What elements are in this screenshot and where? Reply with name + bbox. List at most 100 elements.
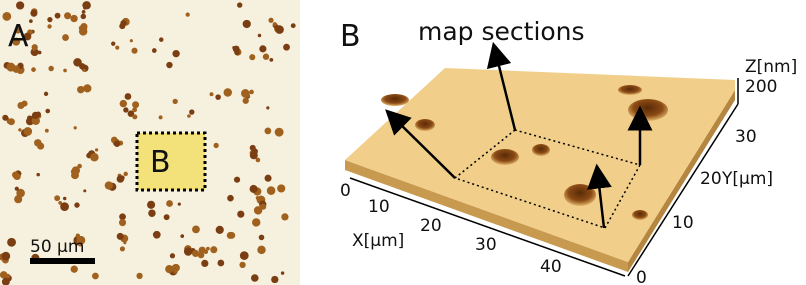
particle bbox=[45, 109, 50, 114]
particle bbox=[273, 22, 277, 26]
particle bbox=[117, 233, 124, 240]
particle bbox=[184, 247, 193, 256]
particle bbox=[83, 84, 91, 92]
particle bbox=[240, 251, 249, 260]
particle bbox=[256, 196, 260, 200]
particle bbox=[210, 92, 214, 96]
scale-bar-label: 50 µm bbox=[30, 237, 84, 257]
particle bbox=[213, 143, 218, 148]
particle bbox=[201, 260, 208, 267]
x-tick-label: 30 bbox=[475, 235, 497, 255]
particle bbox=[180, 234, 184, 238]
particle bbox=[249, 90, 254, 95]
figure: B A 50 µm B map sections 0 10 20 30 40 X… bbox=[0, 0, 806, 285]
particle bbox=[264, 127, 271, 134]
annotation: map sections bbox=[418, 17, 585, 46]
particle bbox=[172, 50, 179, 57]
particle bbox=[74, 202, 79, 207]
particle bbox=[187, 114, 191, 118]
particle bbox=[259, 235, 265, 241]
particle bbox=[44, 92, 48, 96]
particle bbox=[81, 14, 87, 20]
particle bbox=[63, 69, 67, 73]
particle bbox=[74, 126, 77, 129]
particle bbox=[277, 184, 285, 192]
particle bbox=[131, 48, 137, 54]
particle bbox=[166, 62, 172, 68]
particle bbox=[14, 173, 21, 180]
particle bbox=[73, 58, 82, 67]
particle bbox=[268, 18, 273, 23]
particle bbox=[259, 45, 266, 52]
particle bbox=[267, 186, 276, 195]
particle bbox=[281, 271, 284, 274]
particle bbox=[29, 19, 33, 23]
particle bbox=[192, 250, 199, 257]
particle bbox=[170, 253, 175, 258]
particle bbox=[8, 118, 15, 125]
particle bbox=[132, 101, 139, 108]
particle bbox=[16, 1, 24, 9]
particle bbox=[45, 129, 49, 133]
panel-label: B bbox=[340, 19, 361, 54]
particle bbox=[271, 276, 278, 283]
particle bbox=[31, 67, 36, 72]
particle bbox=[152, 48, 157, 53]
particle bbox=[283, 44, 290, 51]
particle bbox=[159, 115, 163, 119]
particle bbox=[148, 209, 156, 217]
particle bbox=[260, 204, 266, 210]
particle bbox=[71, 266, 78, 273]
particle bbox=[80, 25, 87, 32]
particle bbox=[164, 214, 170, 220]
particle bbox=[125, 93, 132, 100]
particle bbox=[123, 107, 128, 112]
particle bbox=[224, 88, 232, 96]
particle bbox=[30, 10, 37, 17]
particle bbox=[257, 246, 265, 254]
particle bbox=[70, 15, 77, 22]
particle bbox=[82, 10, 86, 14]
particle bbox=[23, 127, 32, 136]
x-tick-label: 20 bbox=[420, 216, 442, 236]
inset-box bbox=[137, 133, 205, 190]
particle bbox=[166, 200, 173, 207]
particle bbox=[206, 247, 210, 251]
particle bbox=[82, 69, 85, 72]
particle bbox=[83, 189, 86, 192]
particle bbox=[63, 197, 66, 200]
particle bbox=[234, 177, 240, 183]
particle bbox=[216, 226, 224, 234]
particle bbox=[123, 241, 126, 244]
particle bbox=[239, 262, 245, 268]
particle bbox=[250, 185, 258, 193]
particle bbox=[258, 34, 261, 37]
particle bbox=[153, 231, 161, 239]
particle bbox=[173, 99, 178, 104]
particle bbox=[243, 20, 251, 28]
particle bbox=[6, 274, 11, 279]
particle bbox=[120, 20, 126, 26]
particle bbox=[36, 112, 41, 117]
particle bbox=[77, 164, 82, 169]
particle bbox=[47, 17, 52, 22]
y-tick-label: 30 bbox=[735, 127, 757, 147]
particle bbox=[7, 238, 16, 247]
particle bbox=[48, 66, 53, 71]
particle bbox=[192, 226, 200, 234]
particle bbox=[115, 46, 119, 50]
y-tick-label: 20 bbox=[700, 169, 722, 189]
particle bbox=[77, 86, 84, 93]
particle bbox=[92, 273, 99, 280]
x-tick-label: 0 bbox=[340, 181, 351, 201]
particle bbox=[34, 139, 41, 146]
particle bbox=[114, 141, 120, 147]
particle bbox=[281, 213, 288, 220]
particle bbox=[132, 114, 137, 119]
particle bbox=[111, 42, 115, 46]
particle bbox=[237, 2, 242, 7]
particle bbox=[32, 47, 35, 50]
particle bbox=[237, 211, 244, 218]
particle bbox=[186, 12, 190, 16]
y-tick-label: 10 bbox=[672, 213, 694, 233]
